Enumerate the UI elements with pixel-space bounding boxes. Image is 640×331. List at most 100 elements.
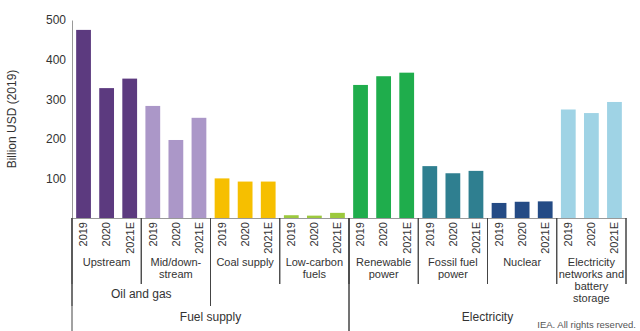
group-label: power: [438, 268, 468, 280]
bar: [122, 79, 137, 218]
x-tick: 2019: [216, 218, 228, 246]
group-label: Fossil fuel: [428, 256, 478, 268]
y-tick: 200: [46, 132, 72, 146]
x-tick-label: 2021E: [124, 222, 136, 254]
bar: [238, 182, 253, 218]
bar: [261, 182, 276, 218]
group-separator: [279, 218, 280, 284]
y-axis-line: [72, 21, 73, 219]
x-tick-label: 2021E: [470, 222, 482, 254]
bar: [145, 106, 160, 218]
group-separator: [141, 218, 142, 284]
group-label: Nuclear: [503, 256, 541, 268]
x-tick-label: 2020: [100, 222, 112, 246]
group-separator: [626, 218, 627, 284]
bar: [192, 118, 207, 218]
x-tick: 2020: [377, 218, 389, 246]
group-separator: [418, 218, 419, 284]
x-tick-label: 2021E: [193, 222, 205, 254]
bar: [99, 88, 114, 218]
bar: [561, 109, 576, 218]
bar: [353, 85, 368, 218]
y-tick: 500: [46, 13, 72, 27]
x-tick: 2019: [493, 218, 505, 246]
group-separator: [72, 218, 73, 331]
x-tick-label: 2019: [147, 222, 159, 246]
group-label: stream: [159, 268, 193, 280]
bar: [76, 30, 91, 218]
bar: [376, 76, 391, 218]
x-tick: 2019: [285, 218, 297, 246]
x-tick-label: 2021E: [608, 222, 620, 254]
x-tick: 2019: [424, 218, 436, 246]
x-tick-label: 2020: [170, 222, 182, 246]
bar: [492, 203, 507, 218]
bar: [168, 140, 183, 218]
x-tick: 2019: [147, 218, 159, 246]
bars: [76, 30, 622, 218]
y-tick-label: 100: [46, 172, 66, 186]
group-separator: [349, 218, 350, 331]
x-tick: 2020: [308, 218, 320, 246]
x-tick: 2020: [239, 218, 251, 246]
x-tick-label: 2021E: [539, 222, 551, 254]
x-tick: 2019: [354, 218, 366, 246]
x-tick-label: 2019: [77, 222, 89, 246]
x-tick-label: 2019: [562, 222, 574, 246]
group-separator: [487, 218, 488, 284]
category-groups: UpstreamMid/down-streamCoal supplyLow-ca…: [72, 218, 626, 331]
x-tick-label: 2019: [493, 222, 505, 246]
x-tick-label: 2020: [308, 222, 320, 246]
x-tick: 2019: [562, 218, 574, 246]
bar: [399, 73, 414, 218]
x-tick-label: 2019: [354, 222, 366, 246]
x-tick: 2021E: [262, 218, 274, 254]
group-separator: [487, 218, 488, 284]
y-tick-label: 400: [46, 53, 66, 67]
x-tick: 2021E: [193, 218, 205, 254]
group-label: Oil and gas: [111, 287, 172, 301]
group-separator: [279, 218, 280, 284]
group-label: Mid/down-: [151, 256, 202, 268]
x-tick: 2021E: [470, 218, 482, 254]
bar: [607, 102, 622, 218]
group-label: networks and: [559, 268, 624, 280]
group-label: battery: [575, 280, 609, 292]
bar: [584, 113, 599, 218]
x-tick-label: 2019: [285, 222, 297, 246]
x-tick: 2020: [100, 218, 112, 246]
x-tick: 2020: [170, 218, 182, 246]
bar: [330, 213, 345, 218]
bar: [215, 178, 230, 218]
x-tick: 2021E: [124, 218, 136, 254]
group-label: power: [369, 268, 399, 280]
group-label: Renewable: [356, 256, 411, 268]
bar: [515, 202, 530, 218]
group-label: Coal supply: [216, 256, 274, 268]
x-tick-label: 2019: [216, 222, 228, 246]
y-tick: 100: [46, 172, 72, 186]
x-tick: 2021E: [401, 218, 413, 254]
y-axis: 100 200 300 400 500: [46, 13, 73, 218]
group-separator: [349, 218, 350, 331]
x-tick-label: 2020: [516, 222, 528, 246]
y-tick-label: 500: [46, 13, 66, 27]
group-label: storage: [573, 292, 610, 304]
x-tick: 2019: [77, 218, 89, 246]
x-tick: 2021E: [331, 218, 343, 254]
x-tick-label: 2021E: [331, 222, 343, 254]
x-tick-label: 2021E: [262, 222, 274, 254]
group-label: Fuel supply: [180, 310, 241, 324]
x-tick-label: 2019: [424, 222, 436, 246]
x-tick: 2021E: [539, 218, 551, 254]
y-tick: 300: [46, 93, 72, 107]
y-tick-label: 300: [46, 93, 66, 107]
group-label: Electricity: [462, 310, 513, 324]
group-separator: [626, 218, 627, 284]
group-label: Electricity: [568, 256, 616, 268]
bar: [469, 171, 484, 218]
bar: [445, 173, 460, 218]
group-separator: [141, 218, 142, 284]
x-tick-label: 2020: [377, 222, 389, 246]
bar: [284, 215, 299, 218]
